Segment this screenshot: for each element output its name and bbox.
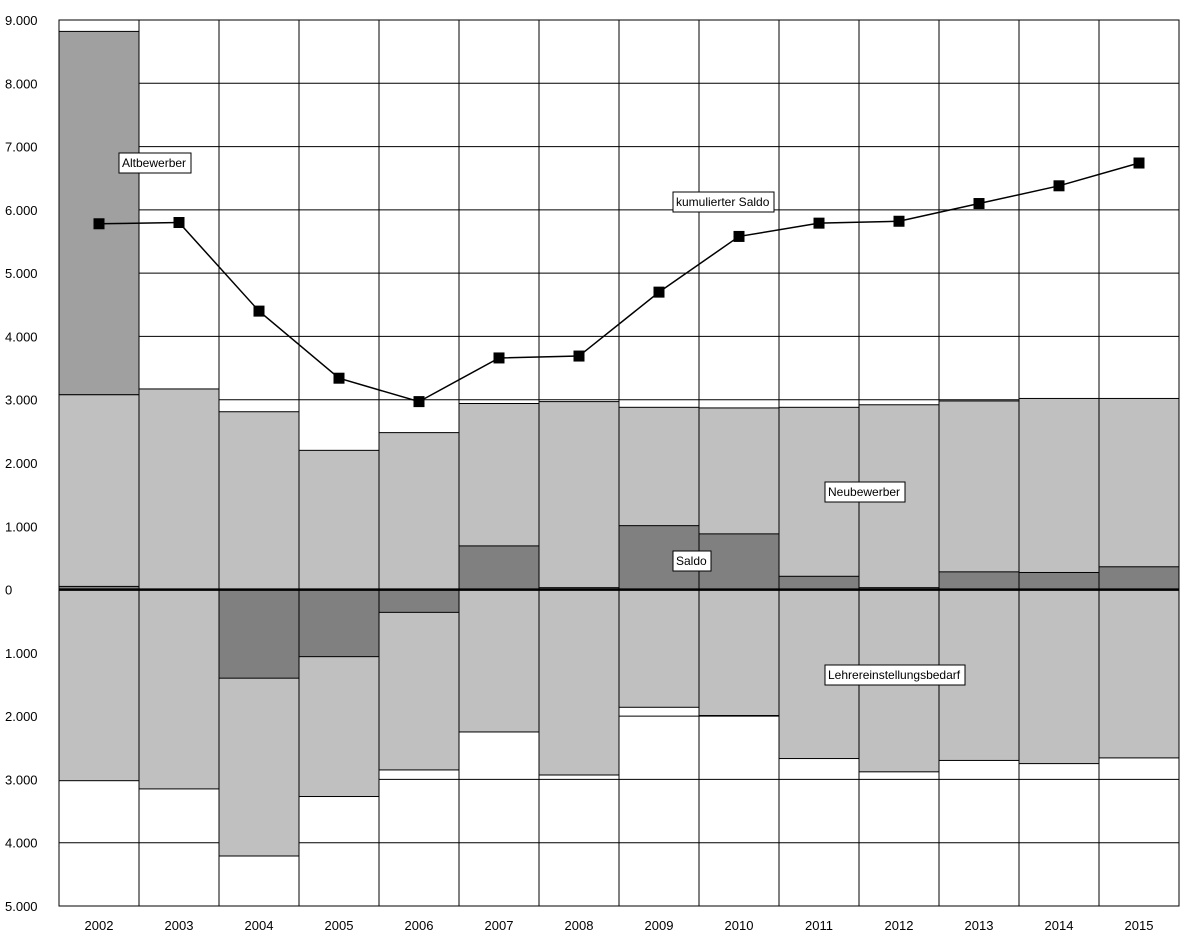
cumulative-saldo-marker: [93, 218, 105, 230]
x-tick-label: 2005: [325, 918, 354, 933]
bar-lehrereinstellungsbedarf: [138, 589, 220, 790]
cumulative-saldo-marker: [813, 217, 825, 229]
cumulative-line: [93, 157, 1145, 408]
bar-saldo: [1018, 571, 1100, 591]
cumulative-saldo-marker: [253, 305, 265, 317]
cumulative-saldo-marker: [733, 230, 745, 242]
series-label-text: Lehrereinstellungsbedarf: [828, 668, 961, 682]
bar-lehrereinstellungsbedarf: [1018, 589, 1100, 765]
cumulative-saldo-line: [98, 162, 1140, 403]
series-label-text: Neubewerber: [828, 485, 900, 499]
series-label-box: [672, 191, 775, 213]
bar-neubewerber: [138, 388, 220, 591]
series-label-kumulierter-saldo: kumulierter Saldo: [672, 191, 775, 213]
bar-lehrereinstellungsbedarf: [58, 589, 140, 782]
bar-neubewerber: [378, 432, 460, 591]
x-tick-label: 2014: [1045, 918, 1074, 933]
series-labels: Altbewerber kumulierter Saldo Neubewerber S…: [118, 152, 966, 686]
bar-neubewerber: [218, 411, 300, 591]
y-tick-label: 7.000: [5, 140, 38, 155]
bar-saldo: [378, 589, 460, 613]
bar-neubewerber: [1098, 397, 1180, 591]
bar-lehrereinstellungsbedarf: [778, 589, 860, 760]
axes: 9.000 8.000 7.000 6.000 5.000 4.000 3.000 2.000…: [5, 13, 1179, 933]
cumulative-saldo-marker: [653, 286, 665, 298]
x-tick-label: 2002: [85, 918, 114, 933]
cumulative-saldo-marker: [573, 350, 585, 362]
bar-neubewerber: [1018, 397, 1100, 591]
bar-saldo: [938, 571, 1020, 591]
bar-altbewerber: [58, 30, 140, 396]
x-tick-label: 2006: [405, 918, 434, 933]
y-tick-label: 8.000: [5, 76, 38, 91]
y-tick-label: 4.000: [5, 836, 38, 851]
cumulative-saldo-marker: [973, 198, 985, 210]
series-label-altbewerber: Altbewerber: [118, 152, 192, 174]
series-label-text: Altbewerber: [122, 156, 186, 170]
cumulative-saldo-marker: [493, 352, 505, 364]
y-tick-label: 5.000: [5, 266, 38, 281]
bar-saldo: [1098, 566, 1180, 591]
cumulative-saldo-marker: [333, 372, 345, 384]
series-label-saldo: Saldo: [672, 550, 712, 572]
bar-lehrereinstellungsbedarf: [378, 589, 460, 771]
bars: [58, 30, 1180, 857]
y-tick-label: 0: [5, 583, 12, 598]
series-label-text: kumulierter Saldo: [676, 195, 770, 209]
series-label-neubewerber: Neubewerber: [824, 481, 906, 503]
bar-lehrereinstellungsbedarf: [618, 589, 700, 708]
x-tick-label: 2004: [245, 918, 274, 933]
x-tick-label: 2009: [645, 918, 674, 933]
x-tick-label: 2012: [885, 918, 914, 933]
x-tick-label: 2008: [565, 918, 594, 933]
cumulative-saldo-marker: [173, 217, 185, 229]
x-tick-label: 2003: [165, 918, 194, 933]
bar-lehrereinstellungsbedarf: [458, 589, 540, 733]
y-tick-label: 1.000: [5, 519, 38, 534]
y-tick-label: 2.000: [5, 456, 38, 471]
bar-saldo: [298, 589, 380, 658]
y-tick-label: 9.000: [5, 13, 38, 28]
y-tick-label: 2.000: [5, 709, 38, 724]
y-tick-label: 6.000: [5, 203, 38, 218]
x-tick-label: 2015: [1125, 918, 1154, 933]
series-label-box: [824, 481, 906, 503]
bar-neubewerber: [938, 400, 1020, 591]
bar-saldo: [218, 589, 300, 679]
bar-saldo: [458, 545, 540, 591]
bar-lehrereinstellungsbedarf: [538, 589, 620, 776]
bar-saldo: [778, 575, 860, 591]
x-tick-label: 2007: [485, 918, 514, 933]
y-tick-label: 3.000: [5, 772, 38, 787]
bar-neubewerber: [58, 394, 140, 591]
x-tick-label: 2013: [965, 918, 994, 933]
y-tick-label: 4.000: [5, 329, 38, 344]
y-tick-label: 1.000: [5, 646, 38, 661]
bar-neubewerber: [538, 401, 620, 591]
y-tick-label: 5.000: [5, 899, 38, 914]
series-label-box: [118, 152, 192, 174]
cumulative-saldo-marker: [413, 396, 425, 408]
cumulative-saldo-marker: [893, 215, 905, 227]
series-label-box: [824, 664, 966, 686]
cumulative-saldo-marker: [1133, 157, 1145, 169]
series-label-box: [672, 550, 712, 572]
bar-neubewerber: [298, 449, 380, 591]
x-tick-label: 2011: [805, 918, 833, 933]
series-label-lehrereinstellungsbedarf: Lehrereinstellungsbedarf: [824, 664, 966, 686]
y-tick-label: 3.000: [5, 393, 38, 408]
series-label-text: Saldo: [676, 554, 707, 568]
bar-lehrereinstellungsbedarf: [698, 589, 780, 717]
cumulative-saldo-marker: [1053, 180, 1065, 192]
x-tick-label: 2010: [725, 918, 754, 933]
bar-lehrereinstellungsbedarf: [1098, 589, 1180, 759]
